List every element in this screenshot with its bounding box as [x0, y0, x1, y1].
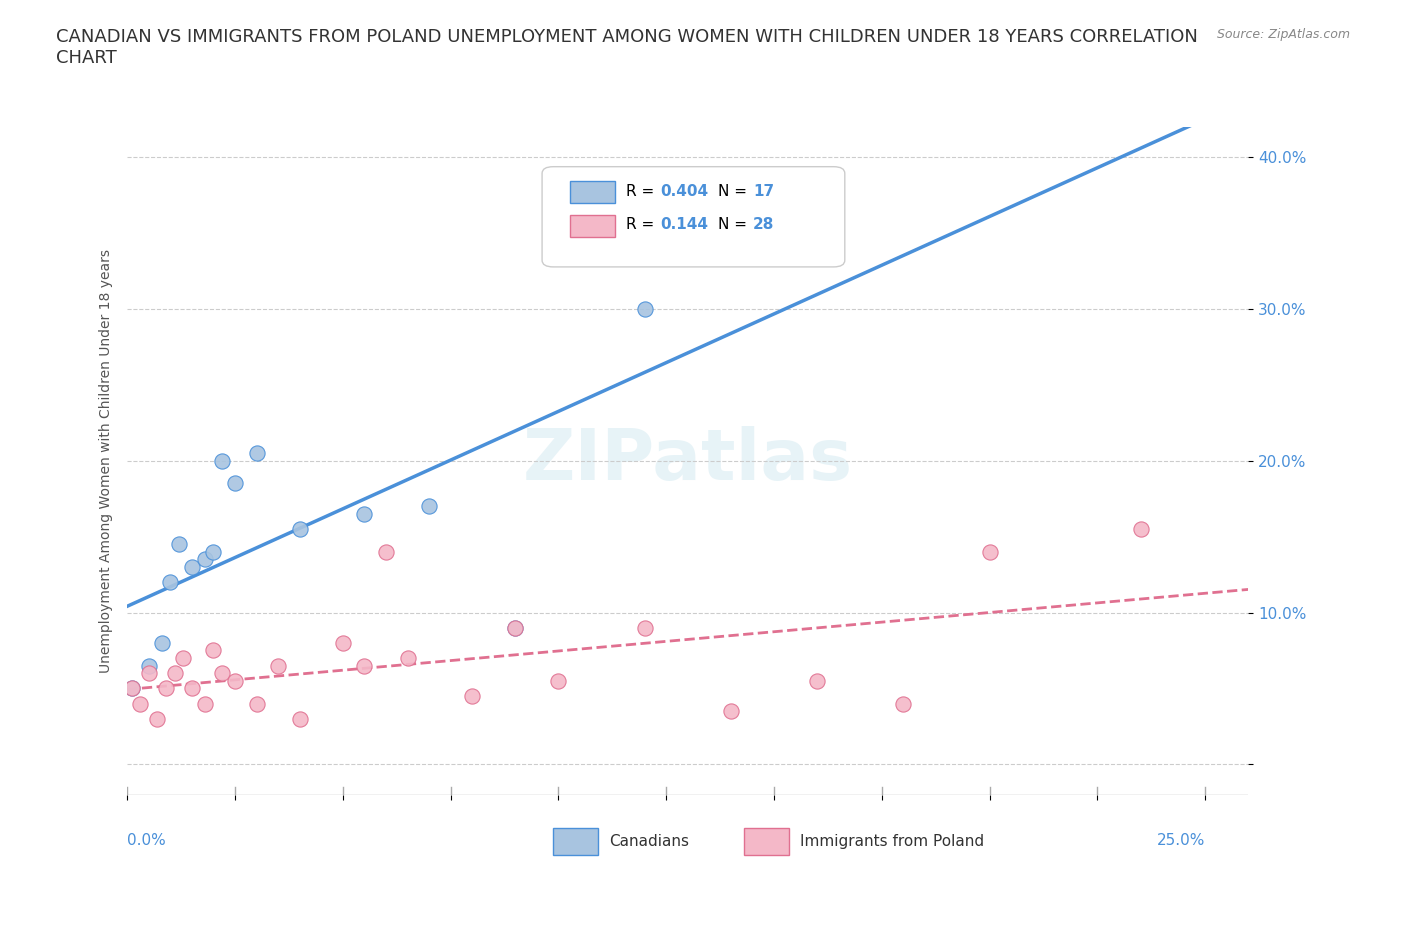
- Point: [806, 248, 828, 263]
- Point: [634, 620, 657, 635]
- Point: [163, 666, 186, 681]
- FancyBboxPatch shape: [554, 828, 598, 855]
- Y-axis label: Unemployment Among Women with Children Under 18 years: Unemployment Among Women with Children U…: [100, 248, 114, 672]
- Point: [893, 697, 915, 711]
- Text: 0.144: 0.144: [659, 218, 707, 232]
- Point: [121, 681, 143, 696]
- Point: [353, 506, 375, 521]
- Text: R =: R =: [626, 218, 659, 232]
- Text: Immigrants from Poland: Immigrants from Poland: [800, 834, 984, 849]
- Point: [396, 651, 419, 666]
- Point: [224, 476, 246, 491]
- Point: [138, 666, 160, 681]
- Point: [979, 544, 1001, 559]
- Text: N =: N =: [718, 218, 752, 232]
- Point: [353, 658, 375, 673]
- Point: [181, 560, 204, 575]
- Text: ZIPatlas: ZIPatlas: [523, 426, 853, 495]
- Text: 17: 17: [752, 184, 773, 199]
- Point: [211, 666, 233, 681]
- Point: [806, 673, 828, 688]
- Point: [375, 544, 398, 559]
- Point: [288, 711, 311, 726]
- Point: [267, 658, 290, 673]
- Text: Source: ZipAtlas.com: Source: ZipAtlas.com: [1216, 28, 1350, 41]
- Text: 28: 28: [752, 218, 775, 232]
- Point: [155, 681, 177, 696]
- FancyBboxPatch shape: [744, 828, 789, 855]
- Point: [634, 301, 657, 316]
- Point: [202, 544, 225, 559]
- Point: [332, 635, 354, 650]
- Point: [167, 537, 190, 551]
- Point: [505, 620, 527, 635]
- FancyBboxPatch shape: [543, 166, 845, 267]
- Point: [288, 522, 311, 537]
- Point: [224, 673, 246, 688]
- Point: [246, 697, 269, 711]
- Text: Canadians: Canadians: [609, 834, 689, 849]
- Point: [150, 635, 173, 650]
- Point: [146, 711, 169, 726]
- Text: 0.0%: 0.0%: [128, 832, 166, 848]
- Point: [505, 620, 527, 635]
- Text: 25.0%: 25.0%: [1157, 832, 1205, 848]
- FancyBboxPatch shape: [569, 181, 614, 204]
- Point: [172, 651, 194, 666]
- Point: [194, 697, 217, 711]
- Point: [194, 551, 217, 566]
- Point: [720, 704, 742, 719]
- Text: 0.404: 0.404: [659, 184, 709, 199]
- Point: [547, 673, 569, 688]
- Text: CANADIAN VS IMMIGRANTS FROM POLAND UNEMPLOYMENT AMONG WOMEN WITH CHILDREN UNDER : CANADIAN VS IMMIGRANTS FROM POLAND UNEMP…: [56, 28, 1198, 67]
- Point: [246, 445, 269, 460]
- Point: [129, 697, 152, 711]
- Point: [202, 643, 225, 658]
- Text: R =: R =: [626, 184, 659, 199]
- Point: [138, 658, 160, 673]
- Point: [418, 498, 440, 513]
- Point: [181, 681, 204, 696]
- Point: [211, 453, 233, 468]
- Point: [121, 681, 143, 696]
- Text: N =: N =: [718, 184, 752, 199]
- FancyBboxPatch shape: [569, 215, 614, 237]
- Point: [461, 688, 484, 703]
- Point: [1129, 522, 1152, 537]
- Point: [159, 575, 181, 590]
